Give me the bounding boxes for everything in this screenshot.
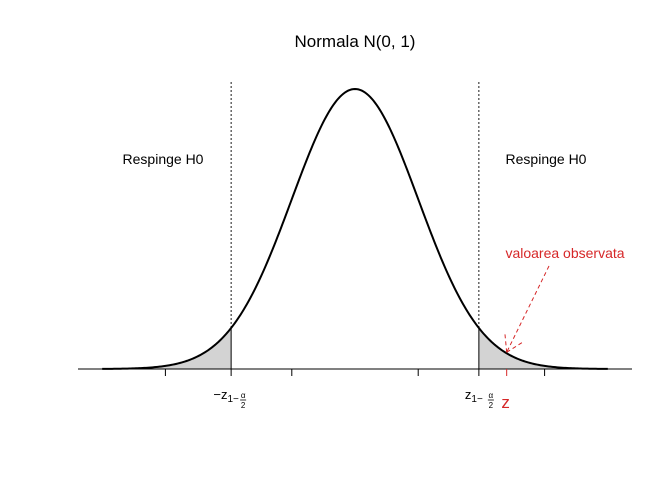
tick-label-pos-critical-alpha: α <box>489 391 494 400</box>
tick-label-neg-critical-sub: 1− <box>227 394 239 405</box>
tick-label-pos-critical-sub: 1− <box>471 394 483 405</box>
tick-label-pos-critical-prefix: z <box>465 387 472 402</box>
rejection-region-shading <box>114 327 596 369</box>
left-tail-area <box>114 327 232 369</box>
density-curve <box>102 87 608 370</box>
right-tail-area <box>478 327 596 369</box>
density-curve-layer <box>102 80 608 370</box>
observed-arrow-layer <box>504 265 550 353</box>
observed-value-label: valoarea observata <box>505 245 624 261</box>
tick-label-neg-critical: −z1− <box>213 387 239 405</box>
chart-title: Normala N(0, 1) <box>295 32 416 51</box>
reject-right-label: Respinge H0 <box>506 151 587 167</box>
tick-label-observed-z: z <box>501 393 510 412</box>
tick-label-pos-critical-two: 2 <box>489 401 494 410</box>
reject-left-label: Respinge H0 <box>123 151 204 167</box>
observed-arrow-head <box>504 334 508 353</box>
tick-label-pos-critical: z1− <box>465 387 483 405</box>
x-axis <box>78 368 632 376</box>
observed-arrow-shaft <box>506 265 550 353</box>
tick-label-neg-critical-two: 2 <box>241 401 246 410</box>
observed-arrow-head <box>506 342 523 353</box>
tick-label-neg-critical-alpha: α <box>241 391 246 400</box>
tick-label-neg-critical-prefix: −z <box>213 387 227 402</box>
